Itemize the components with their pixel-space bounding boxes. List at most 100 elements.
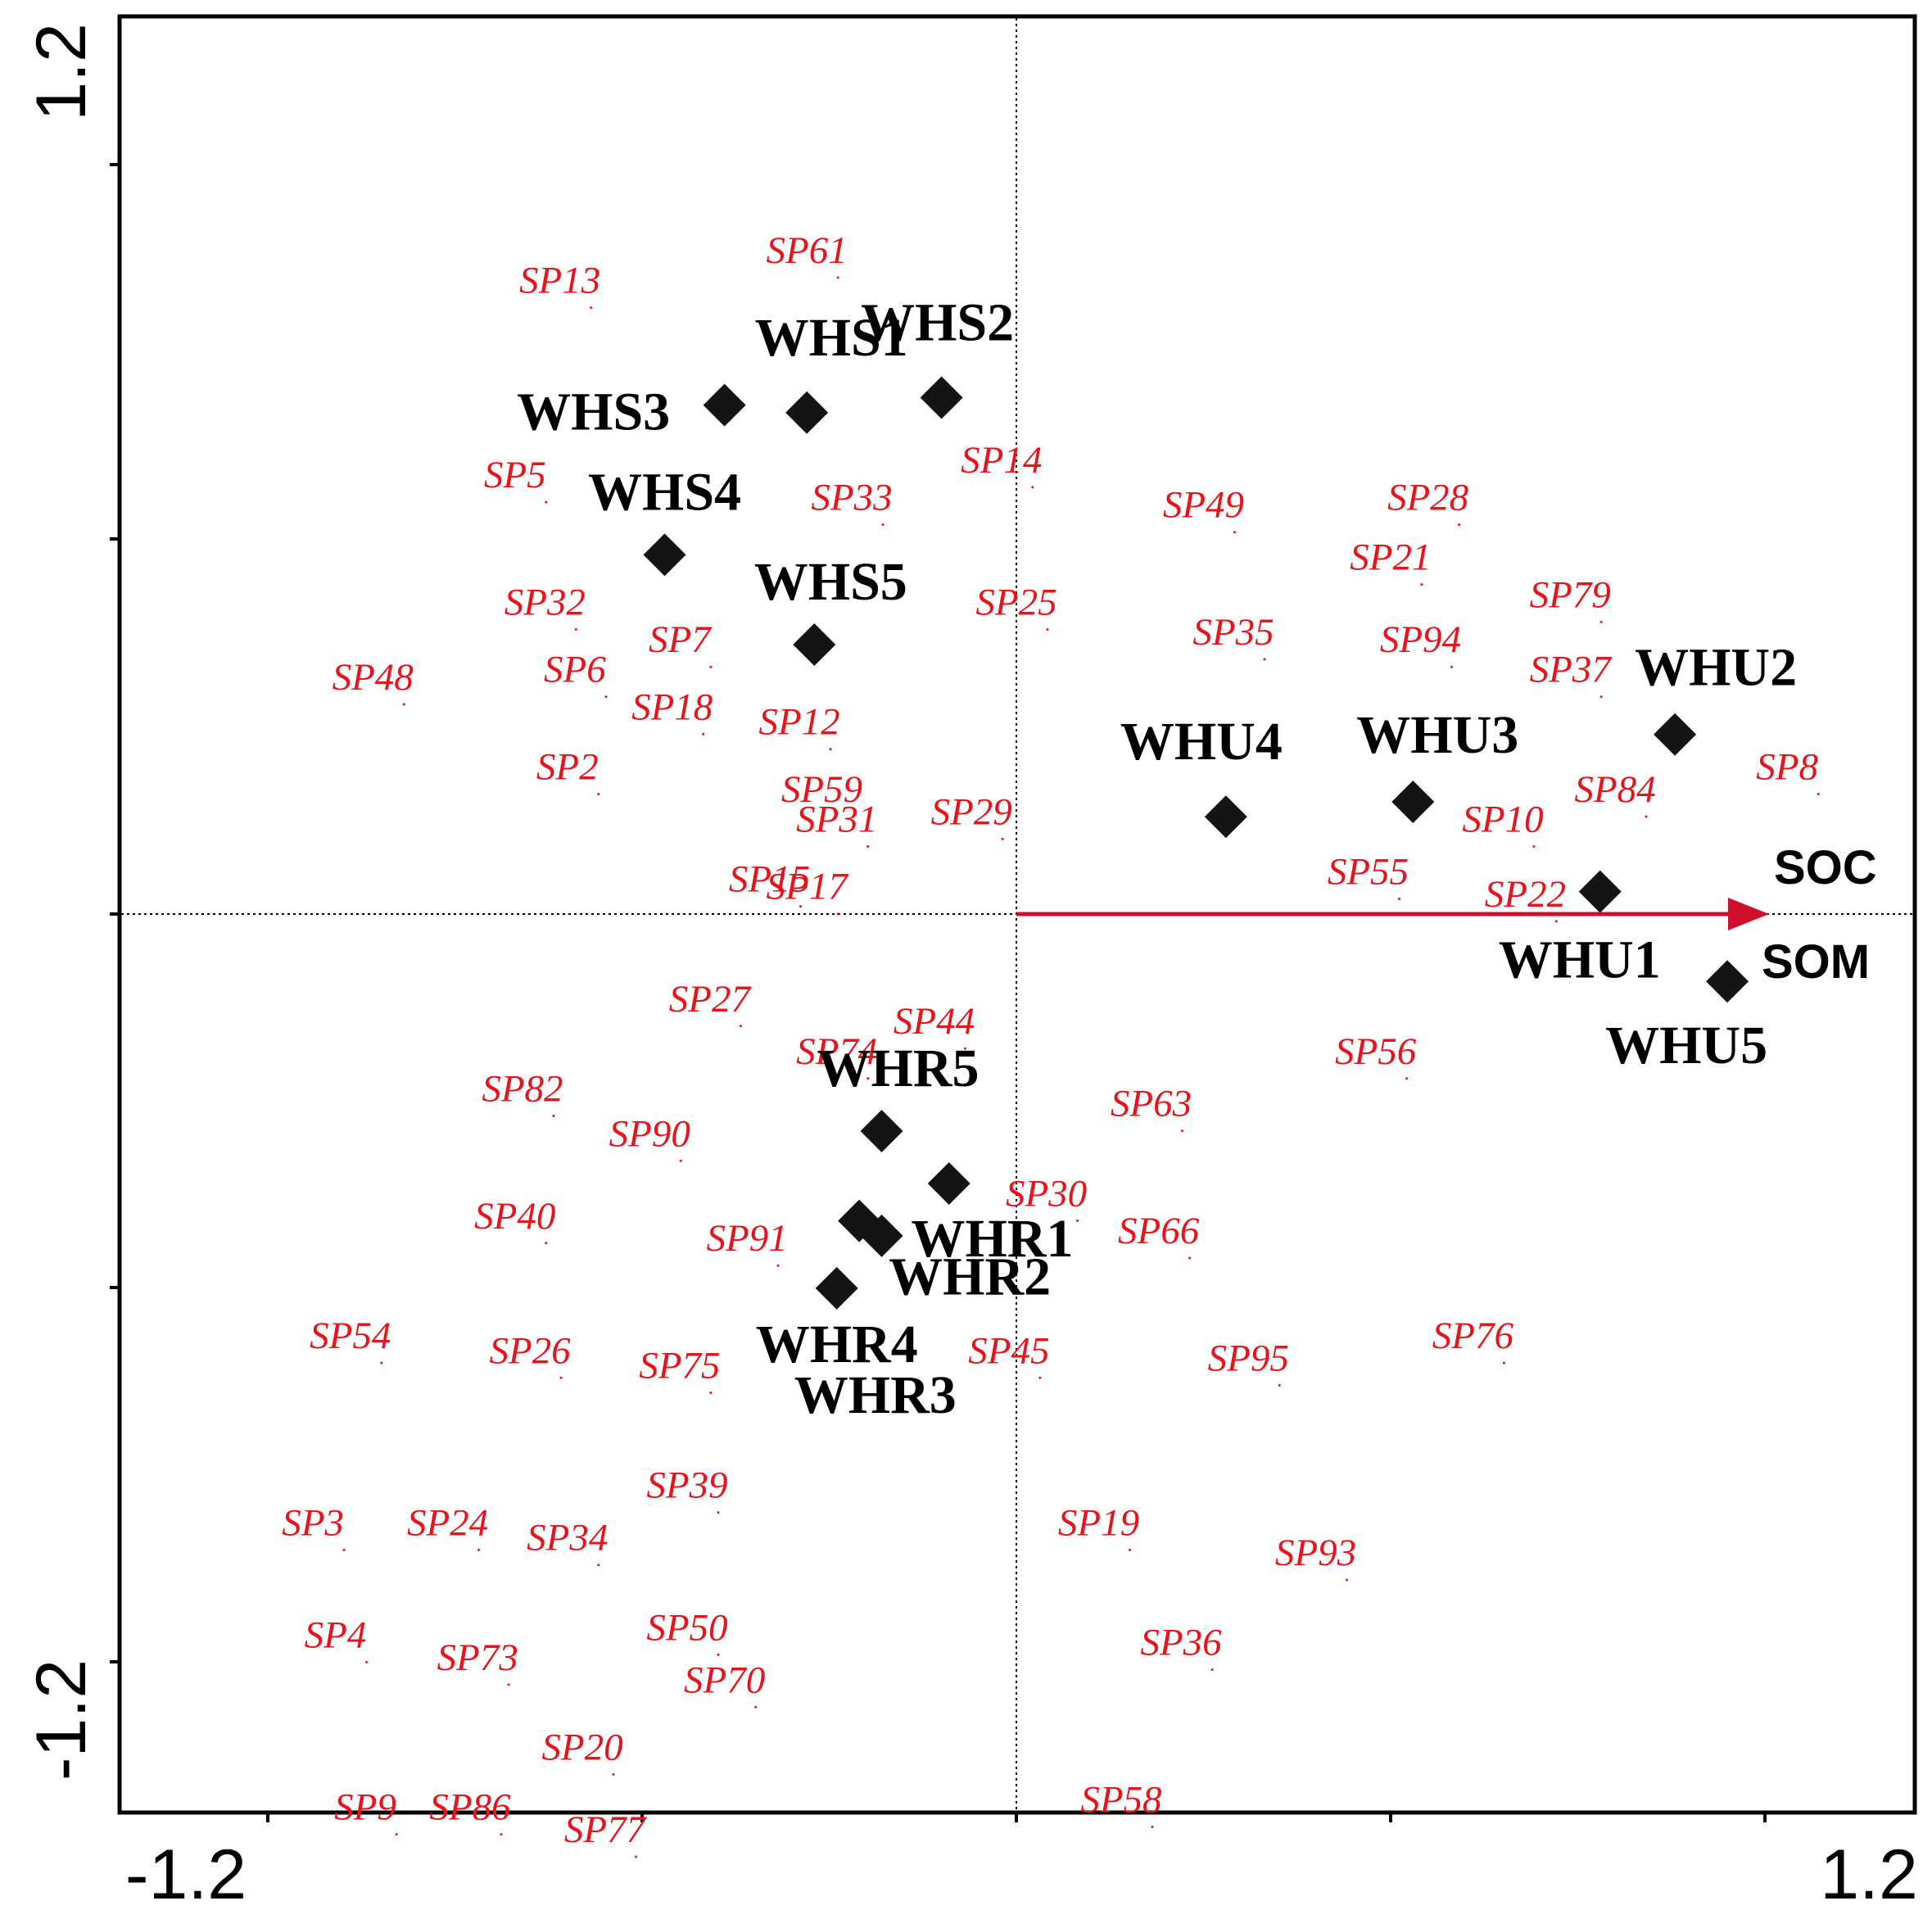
site-marker-whr5 [860, 1109, 903, 1152]
site-marker-whs2 [920, 376, 963, 419]
species-label: SP79 [1530, 573, 1611, 616]
species-label: SP32 [504, 582, 586, 624]
species-point-dot [590, 306, 593, 310]
site-label-whs5: WHS5 [754, 552, 907, 612]
site-label-whs3: WHS3 [517, 382, 670, 442]
site-label-whr2: WHR2 [889, 1247, 1051, 1307]
species-label: SP13 [519, 260, 600, 302]
species-label: SP5 [484, 454, 546, 496]
species-label: SP95 [1208, 1337, 1289, 1379]
species-point-dot [604, 695, 608, 699]
species-point-dot [545, 1242, 548, 1245]
site-marker-whr4 [815, 1266, 858, 1310]
species-label: SP30 [1006, 1172, 1087, 1215]
species-point-dot [1031, 486, 1034, 489]
y-tick-label-min: -1.2 [22, 1659, 101, 1781]
site-label-whu2: WHU2 [1635, 638, 1797, 698]
species-label: SP54 [310, 1315, 391, 1357]
species-point-dot [702, 732, 705, 735]
species-label: SP66 [1118, 1210, 1200, 1252]
species-point-dot [1554, 920, 1558, 923]
species-point-dot [597, 1564, 600, 1567]
x-axis-ticks [266, 1813, 1767, 1822]
site-marker-whs5 [793, 623, 836, 667]
species-point-dot [799, 905, 802, 908]
species-label: SP9 [334, 1786, 396, 1829]
species-label: SP18 [631, 686, 713, 728]
species-point-dot [1346, 1578, 1348, 1582]
species-label: SP48 [333, 656, 414, 699]
site-marker-whu3 [1391, 780, 1435, 823]
species-label: SP26 [489, 1329, 571, 1372]
species-point-dot [963, 1047, 966, 1050]
species-point-dot [754, 1705, 758, 1709]
site-marker-whu5 [1706, 960, 1749, 1003]
species-label: SP22 [1485, 873, 1566, 916]
species-point-dot [776, 1264, 780, 1267]
env-label-som: SOM [1762, 935, 1870, 989]
species-label: SP77 [564, 1808, 648, 1851]
species-label: SP33 [811, 477, 892, 519]
species-point-dot [545, 500, 548, 504]
species-label: SP17 [767, 866, 850, 908]
species-label: SP91 [706, 1217, 787, 1260]
species-label: SP45 [968, 1329, 1049, 1372]
species-label: SP63 [1111, 1083, 1192, 1125]
species-label: SP4 [305, 1613, 367, 1656]
species-point-dot [342, 1548, 346, 1551]
species-point-dot [829, 748, 832, 751]
species-point-dot [1450, 665, 1453, 668]
species-point-dot [1420, 583, 1423, 586]
species-point-dot [709, 1392, 713, 1395]
species-label: SP58 [1080, 1779, 1161, 1822]
species-point-dot [1599, 695, 1603, 699]
species-label: SP27 [669, 978, 753, 1021]
site-marker-whu4 [1204, 795, 1247, 839]
species-point-dot [1129, 1548, 1132, 1551]
species-label: SP59 [781, 768, 862, 811]
species-point-dot [739, 1025, 742, 1028]
species-label: SP50 [646, 1606, 727, 1649]
species-label: SP40 [474, 1195, 555, 1238]
species-point-dot [1817, 793, 1820, 796]
species-point-dot [507, 1683, 510, 1686]
species-label: SP82 [482, 1067, 563, 1110]
species-point-dot [364, 1660, 368, 1663]
species-point-dot [574, 628, 577, 631]
species-point-dot [1278, 1383, 1281, 1387]
species-label: SP31 [796, 798, 877, 840]
site-marker-whr2 [838, 1199, 881, 1242]
site-label-whs2: WHS2 [861, 293, 1014, 353]
species-point-dot [1151, 1826, 1154, 1828]
species-point-dot [709, 665, 713, 668]
species-point-dot [866, 1077, 870, 1080]
site-label-whu1: WHU1 [1499, 930, 1661, 990]
species-label: SP7 [649, 618, 713, 661]
species-label: SP34 [527, 1517, 608, 1559]
site-marker-whr3 [927, 1161, 971, 1205]
species-point-dot [1180, 1129, 1183, 1133]
species-label: SP10 [1462, 798, 1543, 840]
species-point-dot [851, 815, 854, 818]
species-label: SP25 [975, 582, 1056, 624]
species-label: SP19 [1058, 1501, 1139, 1544]
site-label-whu5: WHU5 [1605, 1016, 1767, 1075]
species-point-dot [477, 1548, 481, 1551]
species-label: SP75 [639, 1345, 720, 1387]
species-point-dot [1502, 1361, 1505, 1365]
site-label-whu3: WHU3 [1356, 705, 1518, 765]
species-label: SP90 [609, 1112, 690, 1155]
species-label: SP86 [429, 1786, 511, 1829]
site-label-whr4: WHR4 [756, 1315, 918, 1374]
site-label-whr3: WHR3 [794, 1365, 957, 1425]
species-label: SP14 [961, 439, 1042, 482]
species-label: SP61 [767, 229, 848, 272]
species-point-dot [380, 1361, 383, 1365]
species-point-dot [836, 912, 839, 916]
species-label: SP35 [1192, 611, 1274, 654]
species-label: SP44 [894, 1000, 975, 1043]
species-label: SP93 [1275, 1532, 1356, 1574]
site-label-whs1: WHS1 [755, 308, 908, 368]
